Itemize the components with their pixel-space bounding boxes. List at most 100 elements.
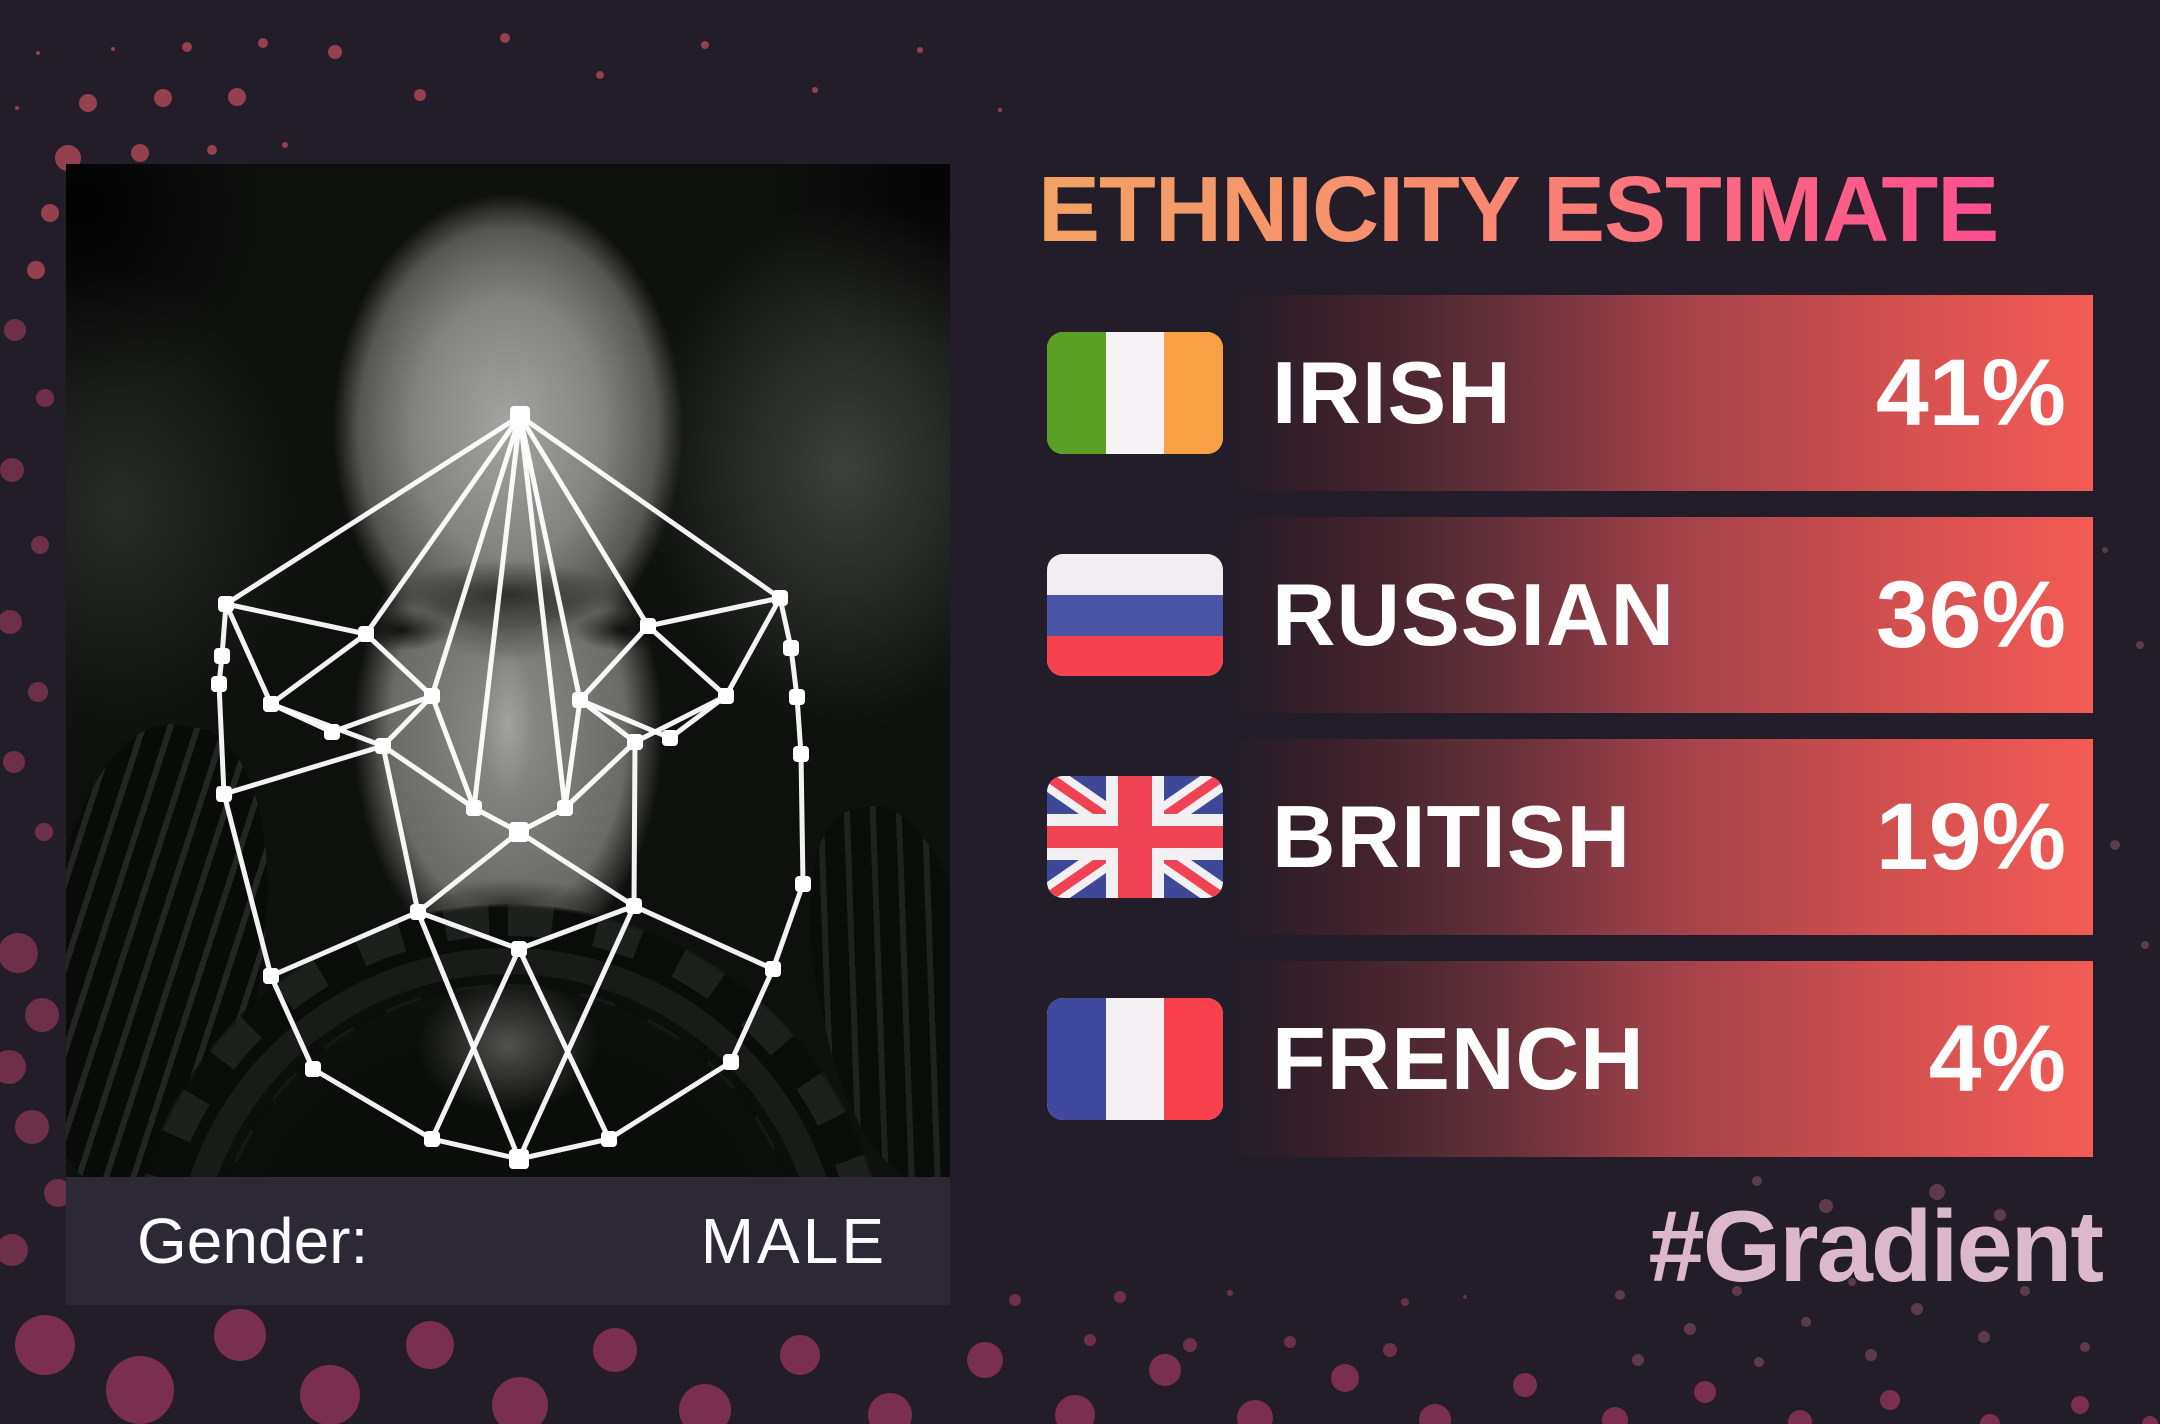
ethnicity-label: IRISH (1272, 343, 1512, 442)
ethnicity-percent: 4% (1928, 1005, 2066, 1112)
decor-dot (2020, 1286, 2030, 1296)
decor-dot (1632, 1354, 1644, 1366)
decor-dot (1237, 1400, 1273, 1424)
decor-dot (1602, 1407, 1628, 1424)
decor-dot (2142, 1416, 2158, 1424)
ethnicity-label: FRENCH (1272, 1009, 1645, 1108)
decor-dot (214, 1309, 266, 1361)
result-row-irish: IRISH 41% (1047, 295, 2093, 491)
decor-dot (1980, 1414, 2000, 1424)
decor-dot (15, 1110, 49, 1144)
decor-dot (31, 536, 49, 554)
decor-dot (1848, 1278, 1856, 1286)
result-bar: IRISH 41% (1225, 295, 2093, 491)
decor-dot (2141, 941, 2149, 949)
decor-dot (0, 458, 24, 482)
decor-dot (300, 1365, 360, 1424)
decor-dot (0, 933, 38, 973)
decor-dot (701, 41, 709, 49)
decor-dot (1684, 1323, 1696, 1335)
ireland-flag-icon (1047, 332, 1223, 454)
decor-dot (1615, 1290, 1625, 1300)
decor-dot (812, 87, 818, 93)
ethnicity-percent: 19% (1875, 783, 2066, 890)
decor-dot (15, 1315, 75, 1375)
decor-dot (1463, 1295, 1467, 1299)
gradient-watermark: #Gradient (1648, 1191, 2104, 1303)
decor-dot (492, 1377, 548, 1424)
face-mesh-overlay (211, 406, 811, 1169)
decor-dot (1694, 1381, 1716, 1403)
uk-flag-icon (1047, 776, 1223, 898)
decor-dot (500, 33, 510, 43)
decor-dot (0, 1234, 28, 1266)
decor-dot (1732, 1286, 1742, 1296)
decor-dot (0, 1050, 26, 1084)
gender-label: Gender: (137, 1205, 369, 1277)
decor-dot (2080, 1342, 2090, 1352)
face-scan-portrait (66, 164, 950, 1177)
decor-dot (1929, 1184, 1945, 1200)
decor-dot (3, 751, 25, 773)
decor-dot (27, 261, 45, 279)
decor-dot (2102, 547, 2108, 553)
result-row-british: BRITISH 19% (1047, 739, 2093, 935)
decor-dot (1401, 1298, 1409, 1306)
result-row-russian: RUSSIAN 36% (1047, 517, 2093, 713)
ethnicity-percent: 36% (1875, 561, 2066, 668)
result-bar: RUSSIAN 36% (1225, 517, 2093, 713)
decor-dot (28, 682, 48, 702)
decor-dot (282, 142, 288, 148)
decor-dot (0, 610, 22, 634)
ethnicity-label: RUSSIAN (1272, 565, 1676, 664)
decor-dot (1513, 1373, 1537, 1397)
page-title: ETHNICITY ESTIMATE (1038, 157, 1999, 261)
decor-dot (25, 998, 59, 1032)
decor-dot (1419, 1404, 1451, 1424)
decor-dot (258, 38, 268, 48)
decor-dot (679, 1384, 731, 1424)
decor-dot (1183, 1338, 1197, 1352)
decor-dot (2136, 641, 2144, 649)
decor-dot (868, 1393, 912, 1424)
photo-card: Gender: MALE (66, 164, 950, 1305)
gender-value: MALE (700, 1205, 887, 1277)
decor-dot (15, 106, 19, 110)
decor-dot (1788, 1410, 1812, 1424)
ethnicity-percent: 41% (1875, 339, 2066, 446)
decor-dot (1978, 1331, 1990, 1343)
decor-dot (228, 88, 246, 106)
gender-strip: Gender: MALE (66, 1177, 950, 1305)
decor-dot (207, 145, 217, 155)
decor-dot (1055, 1395, 1095, 1424)
decor-dot (2110, 840, 2120, 850)
decor-dot (593, 1328, 637, 1372)
decor-dot (1752, 1176, 1762, 1186)
decor-dot (917, 47, 923, 53)
decor-dot (1114, 1291, 1126, 1303)
decor-dot (328, 45, 342, 59)
decor-dot (967, 1342, 1003, 1378)
decor-dot (1819, 1199, 1833, 1213)
decor-dot (1880, 1390, 1900, 1410)
decor-dot (1227, 1290, 1233, 1296)
decor-dot (1911, 1303, 1923, 1315)
decor-dot (106, 1356, 174, 1424)
decor-dot (1084, 1334, 1096, 1346)
decor-dot (131, 144, 149, 162)
decor-dot (1149, 1354, 1181, 1386)
result-bar: BRITISH 19% (1225, 739, 2093, 935)
decor-dot (1331, 1364, 1359, 1392)
decor-dot (1994, 1209, 2006, 1221)
decor-dot (1865, 1349, 1877, 1361)
russia-flag-icon (1047, 554, 1223, 676)
decor-dot (780, 1335, 820, 1375)
decor-dot (998, 108, 1002, 112)
decor-dot (1754, 1357, 1764, 1367)
decor-dot (182, 42, 192, 52)
decor-dot (406, 1321, 454, 1369)
decor-dot (1383, 1343, 1397, 1357)
decor-dot (1284, 1336, 1296, 1348)
result-bar: FRENCH 4% (1225, 961, 2093, 1157)
